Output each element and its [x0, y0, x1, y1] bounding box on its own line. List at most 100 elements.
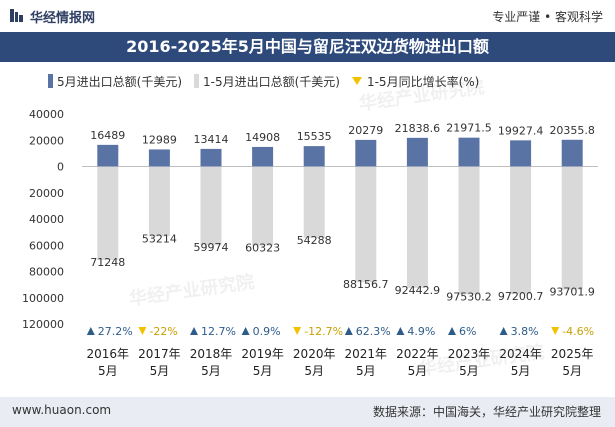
x-tick-label: 5月	[459, 364, 479, 378]
data-label-monthly: 21838.6	[395, 122, 441, 135]
growth-up-icon	[396, 327, 405, 335]
x-tick-label: 2018年	[190, 347, 233, 361]
data-label-cumulative: 59974	[194, 241, 229, 254]
x-tick-label: 2020年	[293, 347, 336, 361]
x-tick-label: 2019年	[241, 347, 284, 361]
x-tick-label: 2022年	[396, 347, 439, 361]
growth-down-icon	[138, 327, 147, 335]
bar-monthly	[200, 148, 222, 167]
data-label-cumulative: 92442.9	[395, 284, 441, 297]
growth-up-icon	[344, 327, 353, 335]
growth-rate-label: 3.8%	[511, 325, 539, 338]
bar-monthly	[355, 139, 377, 167]
bar-monthly	[148, 149, 170, 167]
top-bar: 华经情报网 专业严谨 • 客观科学	[0, 0, 615, 30]
data-label-cumulative: 53214	[142, 232, 177, 245]
y-tick-label: 0	[57, 161, 64, 174]
growth-up-icon	[86, 327, 95, 335]
growth-rate-label: 12.7%	[201, 325, 236, 338]
legend-triangle-icon	[351, 77, 362, 85]
growth-down-icon	[293, 327, 302, 335]
growth-rate-label: 27.2%	[98, 325, 133, 338]
data-label-monthly: 19927.4	[498, 124, 544, 137]
x-tick-label: 5月	[150, 364, 170, 378]
footer-source: 数据来源：中国海关，华经产业研究院整理	[372, 405, 601, 419]
data-label-monthly: 21971.5	[446, 122, 492, 135]
x-tick-label: 5月	[304, 364, 324, 378]
bar-cumulative	[406, 166, 428, 288]
legend-label-growth: 1-5月同比增长率(%)	[366, 74, 480, 89]
brand-logo-icon	[10, 9, 23, 22]
x-tick-label: 5月	[408, 364, 428, 378]
growth-up-icon	[241, 327, 250, 335]
legend-item-growth: 1-5月同比增长率(%)	[351, 73, 480, 90]
data-label-cumulative: 97200.7	[498, 290, 544, 303]
legend-item-cumulative: 1-5月进出口总额(千美元)	[194, 73, 340, 90]
data-label-monthly: 16489	[90, 129, 125, 142]
legend-swatch-cumulative	[194, 74, 199, 88]
data-label-monthly: 12989	[142, 133, 177, 146]
bar-cumulative	[97, 166, 119, 261]
x-tick-label: 5月	[356, 364, 376, 378]
x-tick-label: 2023年	[448, 347, 491, 361]
x-tick-label: 5月	[562, 364, 582, 378]
growth-rate-label: -4.6%	[562, 325, 594, 338]
data-label-monthly: 15535	[297, 130, 332, 143]
growth-down-icon	[551, 327, 560, 335]
bar-monthly	[510, 140, 532, 167]
y-tick-label: 120000	[22, 318, 64, 331]
data-label-cumulative: 60323	[245, 242, 280, 255]
slogan: 专业严谨 • 客观科学	[492, 10, 603, 24]
y-tick-label: 40000	[29, 108, 64, 121]
data-label-cumulative: 93701.9	[549, 285, 595, 298]
growth-up-icon	[190, 327, 198, 335]
title-bar	[0, 32, 615, 62]
data-label-cumulative: 97530.2	[446, 291, 492, 304]
watermark-text: 华经产业研究院	[358, 76, 486, 115]
growth-up-icon	[448, 327, 456, 335]
data-label-cumulative: 88156.7	[343, 278, 389, 291]
legend-label-monthly: 5月进出口总额(千美元)	[57, 74, 182, 89]
bar-monthly	[303, 146, 325, 167]
bar-cumulative	[355, 166, 377, 283]
chart-legend: 5月进出口总额(千美元) 1-5月进出口总额(千美元) 1-5月同比增长率(%)	[48, 72, 491, 90]
x-tick-label: 2017年	[138, 347, 181, 361]
growth-rate-label: 62.3%	[356, 325, 391, 338]
y-tick-label: 100000	[22, 292, 64, 305]
bar-cumulative	[200, 166, 222, 246]
y-tick-label: 20000	[29, 134, 64, 147]
watermark-text: 华经产业研究院	[128, 271, 256, 310]
data-label-monthly: 20279	[348, 124, 383, 137]
bar-cumulative	[303, 166, 325, 238]
growth-rate-label: 0.9%	[253, 325, 281, 338]
y-tick-label: 60000	[29, 239, 64, 252]
y-tick-label: 20000	[29, 187, 64, 200]
growth-rate-label: -12.7%	[304, 325, 343, 338]
x-tick-label: 2024年	[499, 347, 542, 361]
x-tick-label: 2016年	[87, 347, 130, 361]
legend-label-cumulative: 1-5月进出口总额(千美元)	[203, 74, 340, 89]
x-tick-label: 5月	[98, 364, 118, 378]
bar-monthly	[97, 144, 119, 167]
brand-name: 华经情报网	[30, 11, 96, 26]
data-label-monthly: 14908	[245, 131, 280, 144]
bar-cumulative	[561, 166, 583, 290]
y-tick-label: 40000	[29, 213, 64, 226]
bar-monthly	[561, 139, 583, 167]
bar-cumulative	[148, 166, 170, 237]
legend-item-monthly: 5月进出口总额(千美元)	[48, 73, 182, 90]
growth-rate-label: 6%	[459, 325, 476, 338]
bar-monthly	[252, 146, 274, 167]
growth-rate-label: -22%	[149, 325, 177, 338]
legend-swatch-monthly	[48, 74, 53, 88]
chart-canvas: 华经产业研究院华经产业研究院华经产业研究院4000020000020000400…	[22, 76, 598, 380]
bar-monthly	[458, 137, 480, 167]
bar-cumulative	[252, 166, 274, 246]
x-tick-label: 5月	[511, 364, 531, 378]
data-label-cumulative: 54288	[297, 234, 332, 247]
bar-cumulative	[510, 166, 532, 295]
x-tick-label: 5月	[253, 364, 273, 378]
chart-title: 2016-2025年5月中国与留尼汪双边货物进出口额	[126, 37, 489, 56]
growth-up-icon	[499, 327, 508, 335]
data-label-monthly: 13414	[194, 133, 229, 146]
